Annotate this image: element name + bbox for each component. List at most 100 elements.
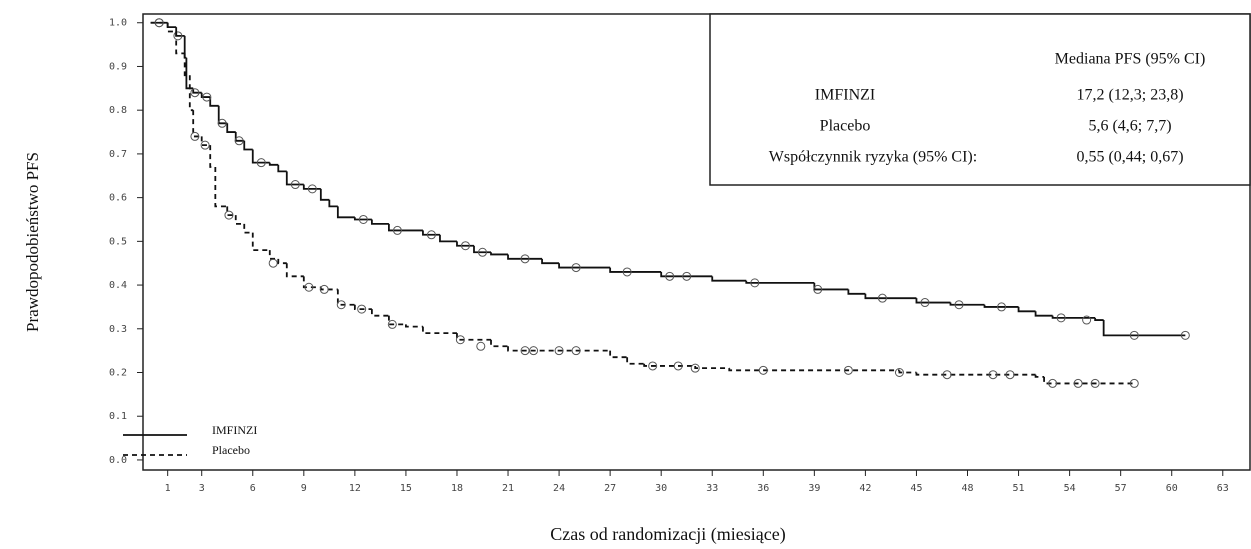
- censor-mark: [268, 258, 278, 268]
- survival-step: [268, 162, 279, 166]
- survival-step: [388, 315, 406, 326]
- x-tick-label: 54: [1064, 483, 1076, 494]
- x-tick-label: 15: [400, 483, 412, 494]
- censor-mark: [200, 140, 210, 150]
- y-tick-label: 0.9: [109, 61, 127, 72]
- censor-mark: [1048, 378, 1058, 388]
- x-tick-label: 63: [1217, 483, 1229, 494]
- survival-step: [1102, 320, 1186, 337]
- x-tick-label: 60: [1166, 483, 1178, 494]
- survival-step: [214, 167, 228, 208]
- survival-step: [226, 206, 236, 217]
- survival-step: [243, 223, 253, 234]
- survival-step: [1034, 374, 1045, 378]
- survival-step: [915, 298, 951, 304]
- x-tick-label: 27: [604, 483, 616, 494]
- censor-mark: [455, 335, 465, 345]
- censor-mark: [256, 158, 266, 168]
- x-tick-label: 18: [451, 483, 463, 494]
- table-cell: 0,55 (0,44; 0,67): [1076, 149, 1183, 166]
- censor-mark: [988, 370, 998, 380]
- y-axis-label: Prawdopodobieństwo PFS: [23, 152, 42, 332]
- censor-mark: [476, 341, 486, 351]
- survival-step: [217, 105, 228, 125]
- survival-step: [251, 149, 270, 164]
- censor-mark: [843, 365, 853, 375]
- censor-mark: [673, 361, 683, 371]
- survival-step: [200, 136, 211, 147]
- survival-step: [456, 333, 492, 341]
- survival-step: [188, 75, 194, 112]
- survival-step: [243, 140, 253, 151]
- survival-step: [388, 223, 423, 232]
- censor-mark: [1082, 315, 1092, 325]
- censor-mark: [319, 284, 329, 294]
- censor-mark: [1090, 378, 1100, 388]
- survival-step: [949, 302, 985, 306]
- x-tick-label: 33: [706, 483, 718, 494]
- survival-step: [490, 339, 509, 348]
- censor-mark: [190, 88, 200, 98]
- censor-mark: [554, 346, 564, 356]
- censor-mark: [520, 346, 530, 356]
- censor-mark: [920, 298, 930, 308]
- censor-mark: [622, 267, 632, 277]
- x-tick-label: 6: [250, 483, 256, 494]
- censor-mark: [750, 278, 760, 288]
- censor-mark: [1005, 370, 1015, 380]
- x-tick-label: 12: [349, 483, 361, 494]
- survival-step: [1043, 376, 1135, 385]
- censor-mark: [234, 136, 244, 146]
- censor-mark: [571, 346, 581, 356]
- censor-mark: [690, 363, 700, 373]
- survival-step: [185, 57, 194, 90]
- x-tick-label: 57: [1115, 483, 1127, 494]
- censor-mark: [648, 361, 658, 371]
- censor-mark: [357, 304, 367, 314]
- survival-step: [813, 282, 849, 291]
- y-tick-label: 0.4: [109, 280, 127, 291]
- survival-step: [268, 250, 279, 260]
- survival-step: [507, 254, 543, 260]
- table-box: [709, 13, 1251, 186]
- survival-step: [1051, 315, 1096, 319]
- survival-step: [405, 324, 423, 328]
- survival-step: [336, 206, 355, 219]
- survival-step: [336, 289, 355, 306]
- censor-mark: [529, 346, 539, 356]
- censor-mark: [224, 210, 234, 220]
- table-cell: Placebo: [820, 118, 871, 135]
- x-tick-label: 1: [165, 483, 171, 494]
- survival-step: [277, 258, 287, 265]
- x-tick-label: 3: [199, 483, 205, 494]
- survival-step: [660, 271, 713, 278]
- table-cell: Współczynnik ryzyka (95% CI):: [769, 149, 977, 166]
- survival-step: [183, 53, 190, 77]
- censor-mark: [877, 293, 887, 303]
- survival-step: [166, 22, 177, 29]
- x-tick-label: 39: [808, 483, 820, 494]
- survival-step: [609, 267, 662, 273]
- survival-step: [694, 365, 730, 370]
- survival-step: [745, 280, 815, 284]
- survival-step: [251, 232, 270, 251]
- censor-mark: [997, 302, 1007, 312]
- censor-mark: [392, 225, 402, 235]
- survival-step: [626, 357, 645, 365]
- survival-step: [302, 276, 321, 289]
- censor-mark: [358, 214, 368, 224]
- results-table: Mediana PFS (95% CI) IMFINZI 17,2 (12,3;…: [709, 13, 1251, 186]
- table-cell: IMFINZI: [815, 87, 875, 104]
- survival-step: [175, 31, 185, 55]
- survival-step: [277, 164, 287, 173]
- legend-label: IMFINZI: [212, 423, 257, 437]
- legend-label: Placebo: [212, 443, 250, 457]
- censor-mark: [894, 368, 904, 378]
- y-tick-label: 0.0: [109, 455, 127, 466]
- survival-step: [1034, 311, 1053, 317]
- survival-step: [234, 215, 245, 225]
- survival-step: [456, 241, 474, 247]
- censor-mark: [307, 184, 317, 194]
- censor-mark: [1056, 313, 1066, 323]
- censor-mark: [290, 180, 300, 190]
